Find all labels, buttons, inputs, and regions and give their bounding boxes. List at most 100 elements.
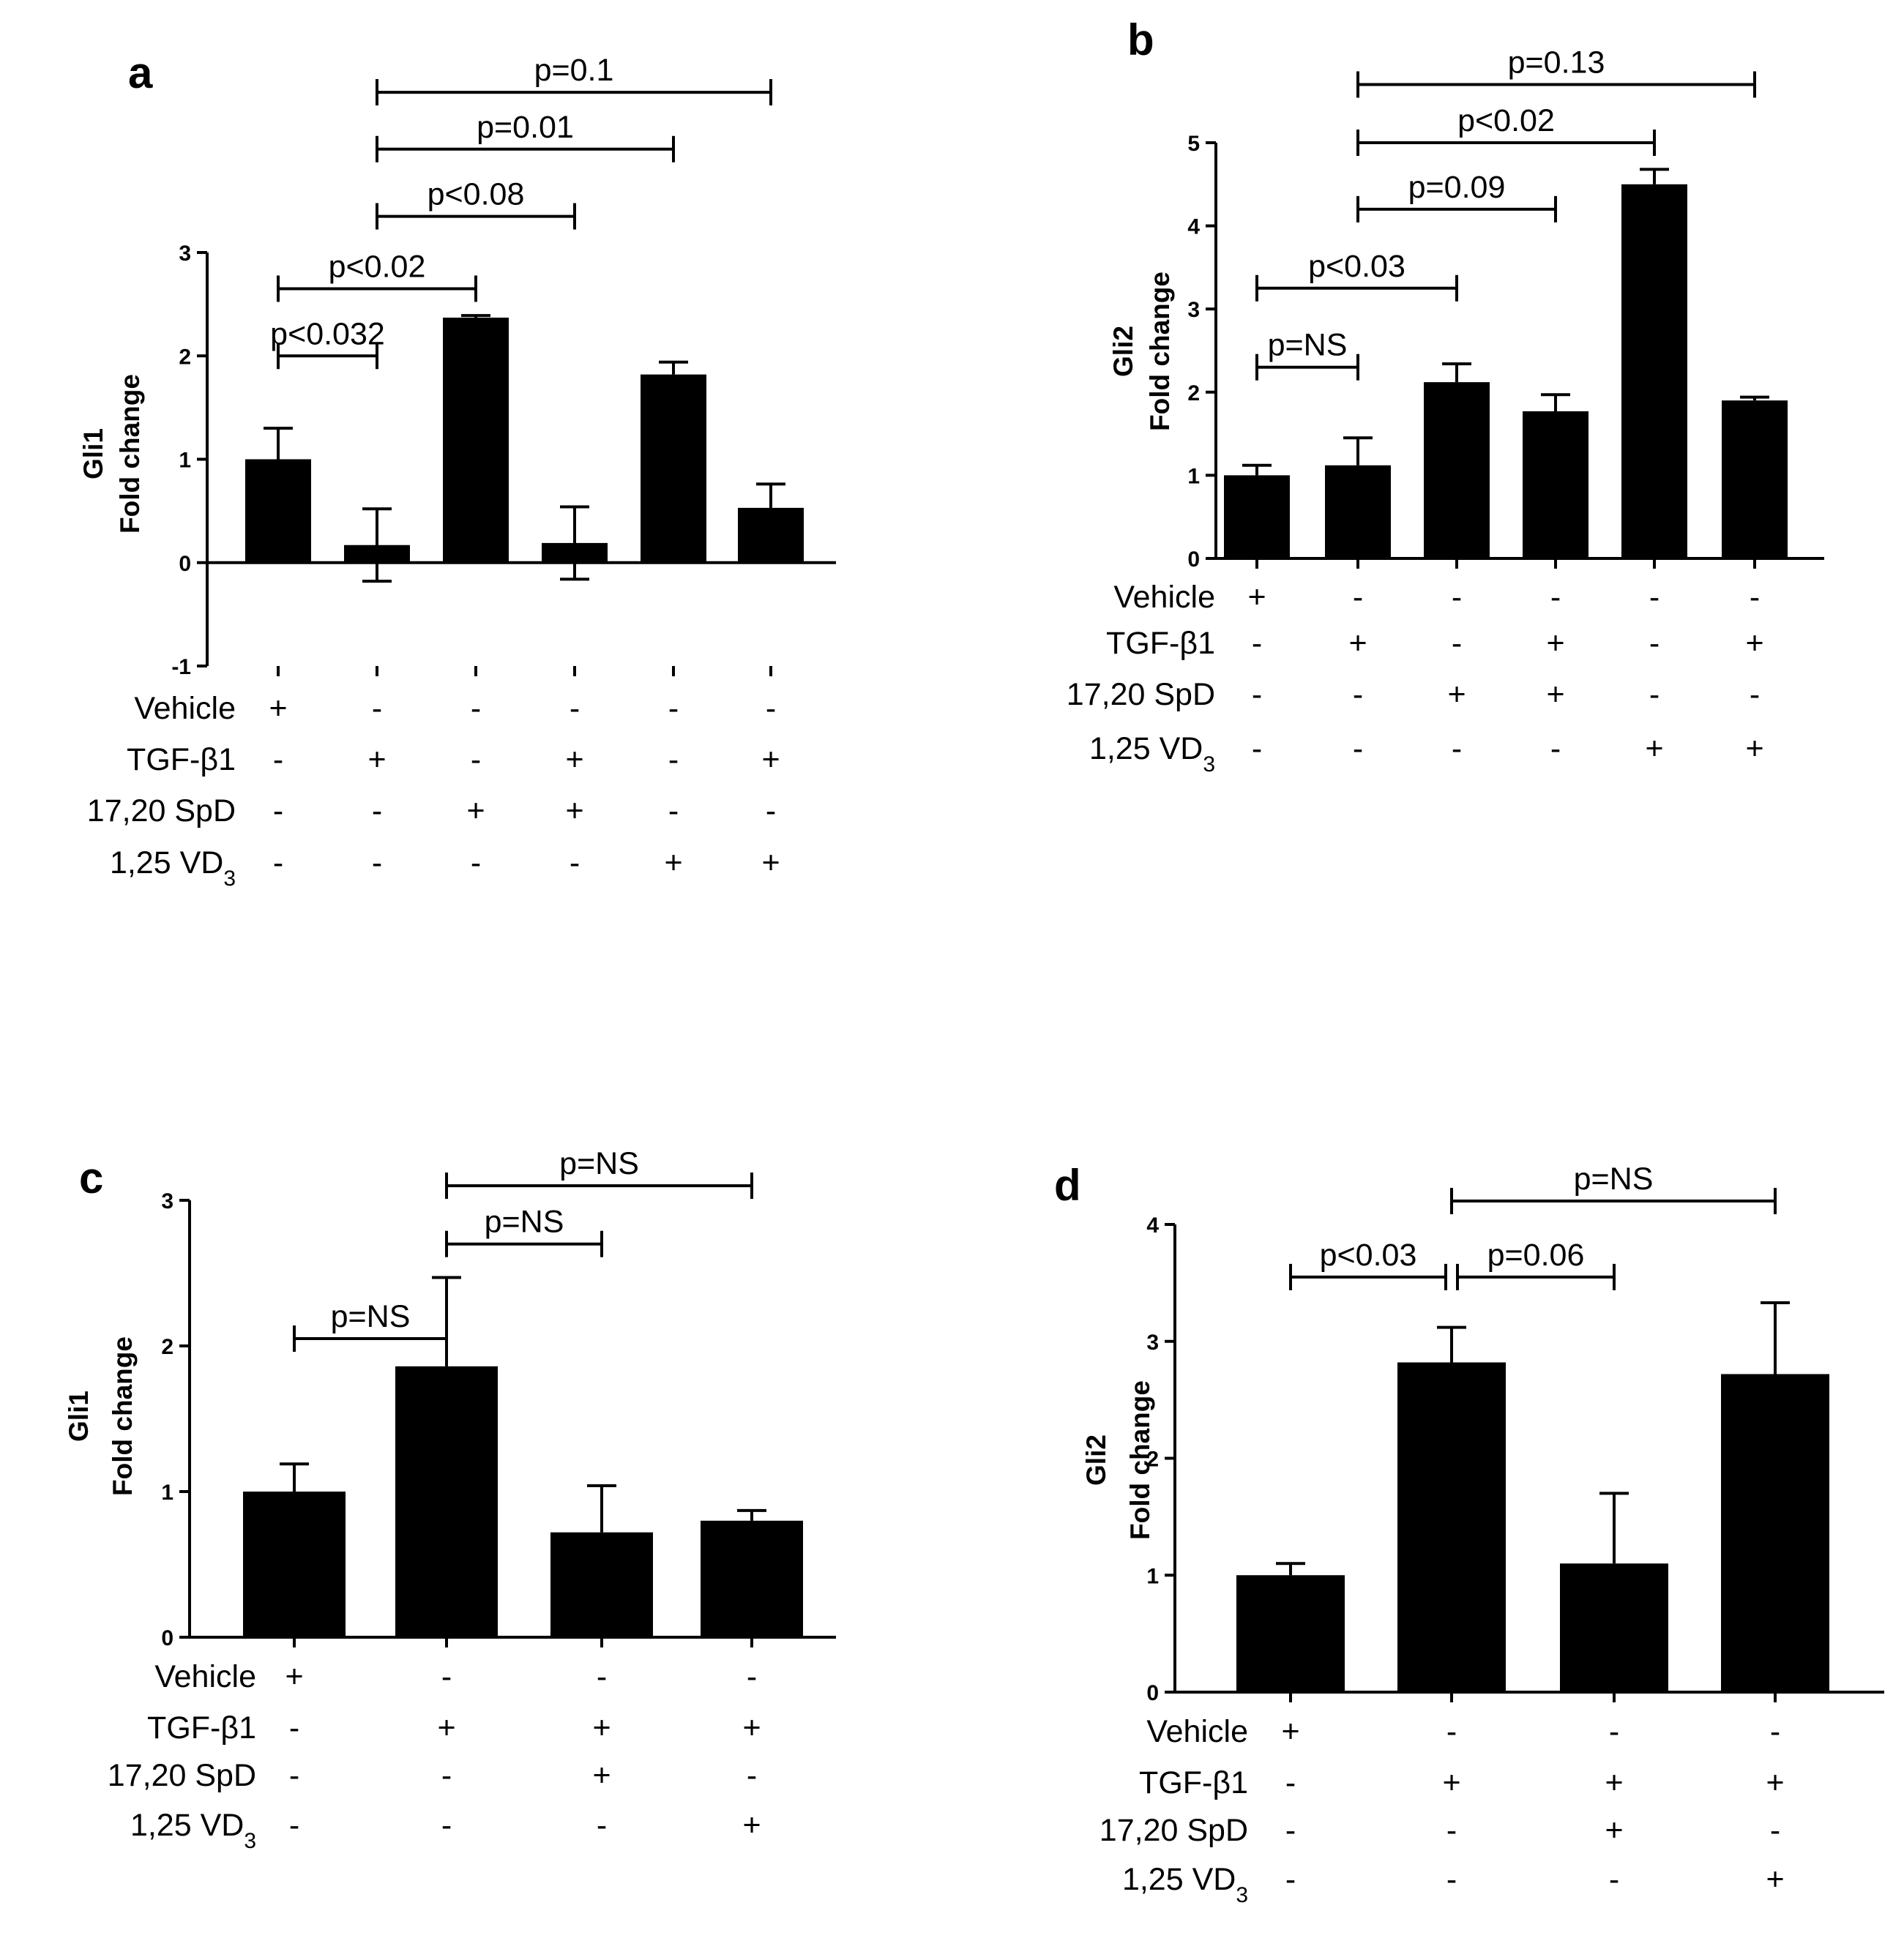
condition-name: Vehicle bbox=[154, 1659, 256, 1694]
panel-b: b 0 1 2 3 4 5 Gli2 Fold change p=NS p<0.03 p=0.09 p<… bbox=[1067, 15, 1824, 777]
panel-label: c bbox=[79, 1153, 103, 1202]
condition-mark: - bbox=[1446, 1813, 1457, 1848]
condition-mark: - bbox=[766, 691, 776, 726]
condition-mark: + bbox=[367, 742, 386, 777]
condition-mark: - bbox=[597, 1659, 607, 1694]
condition-name-subscript: 3 bbox=[1236, 1883, 1248, 1907]
condition-mark: + bbox=[1605, 1765, 1623, 1800]
condition-mark: - bbox=[668, 691, 679, 726]
condition-mark: - bbox=[441, 1758, 452, 1793]
condition-mark: + bbox=[565, 793, 583, 828]
condition-mark: - bbox=[1750, 580, 1760, 615]
condition-mark: + bbox=[1546, 677, 1564, 712]
p-value-label: p<0.08 bbox=[428, 177, 525, 212]
condition-mark: + bbox=[1348, 626, 1367, 661]
condition-mark: - bbox=[766, 793, 776, 828]
condition-mark: + bbox=[1247, 580, 1266, 615]
condition-mark: + bbox=[1546, 626, 1564, 661]
panel-d: d 0 1 2 3 4 Gli2 Fold change p<0.03 p=0.06 p=NS Veh… bbox=[1054, 1161, 1884, 1907]
y-axis-label: Fold change bbox=[115, 374, 145, 534]
condition-mark: - bbox=[747, 1659, 757, 1694]
condition-mark: + bbox=[761, 742, 780, 777]
y-tick-label: 3 bbox=[161, 1189, 173, 1213]
condition-mark: + bbox=[1605, 1813, 1623, 1848]
condition-mark: - bbox=[273, 793, 283, 828]
condition-mark: - bbox=[1750, 677, 1760, 712]
condition-mark: - bbox=[273, 742, 283, 777]
y-axis-label: Fold change bbox=[108, 1336, 138, 1496]
condition-mark: - bbox=[441, 1659, 452, 1694]
condition-mark: - bbox=[1452, 580, 1462, 615]
y-tick-label: 5 bbox=[1187, 132, 1200, 156]
bar bbox=[1621, 184, 1687, 559]
condition-mark: - bbox=[471, 845, 481, 880]
condition-mark: + bbox=[592, 1758, 611, 1793]
condition-mark: + bbox=[592, 1710, 611, 1746]
y-axis-gene-label: Gli1 bbox=[64, 1391, 94, 1442]
panel-label: d bbox=[1054, 1161, 1081, 1210]
y-tick-label: 3 bbox=[1187, 298, 1200, 322]
condition-mark: - bbox=[1353, 580, 1363, 615]
condition-mark: - bbox=[1649, 626, 1660, 661]
condition-mark: - bbox=[1649, 580, 1660, 615]
y-tick-label: 1 bbox=[161, 1481, 173, 1505]
bar bbox=[1424, 382, 1490, 558]
y-axis-label: Fold change bbox=[1125, 1380, 1155, 1540]
condition-mark: + bbox=[565, 742, 583, 777]
p-value-label: p<0.02 bbox=[329, 249, 426, 284]
y-tick-label: 4 bbox=[1146, 1213, 1159, 1238]
condition-mark: - bbox=[273, 845, 283, 880]
condition-name: 17,20 SpD bbox=[1067, 677, 1215, 712]
bar bbox=[701, 1520, 803, 1637]
y-axis-label: Fold change bbox=[1145, 272, 1175, 431]
condition-name: Vehicle bbox=[134, 691, 236, 726]
condition-mark: - bbox=[747, 1758, 757, 1793]
condition-mark: - bbox=[1770, 1813, 1780, 1848]
condition-mark: + bbox=[1745, 731, 1763, 766]
condition-mark: + bbox=[742, 1710, 761, 1746]
condition-mark: - bbox=[570, 691, 580, 726]
p-value-label: p=0.13 bbox=[1508, 45, 1605, 80]
bar bbox=[1236, 1575, 1345, 1692]
condition-mark: - bbox=[1285, 1862, 1296, 1897]
p-value-label: p<0.03 bbox=[1308, 249, 1405, 284]
condition-mark: - bbox=[289, 1758, 299, 1793]
condition-mark: - bbox=[372, 845, 382, 880]
panel-label: a bbox=[128, 48, 153, 97]
condition-mark: + bbox=[466, 793, 485, 828]
condition-mark: + bbox=[1442, 1765, 1460, 1800]
condition-mark: - bbox=[1452, 731, 1462, 766]
bar bbox=[243, 1492, 346, 1637]
p-value-label: p=NS bbox=[559, 1146, 639, 1181]
p-value-label: p=0.09 bbox=[1408, 170, 1506, 205]
p-value-label: p=NS bbox=[1268, 328, 1348, 363]
bar bbox=[550, 1532, 653, 1637]
condition-mark: - bbox=[1353, 677, 1363, 712]
condition-mark: - bbox=[1252, 731, 1262, 766]
p-value-label: p=NS bbox=[331, 1299, 411, 1334]
y-tick-label: 0 bbox=[1187, 547, 1200, 572]
condition-mark: - bbox=[289, 1808, 299, 1843]
condition-name: 1,25 VD3 bbox=[1089, 731, 1215, 777]
condition-name: TGF-β1 bbox=[1139, 1765, 1248, 1800]
condition-mark: - bbox=[1609, 1862, 1619, 1897]
bar bbox=[395, 1366, 498, 1637]
y-tick-label: 2 bbox=[161, 1335, 173, 1359]
condition-name-subscript: 3 bbox=[244, 1829, 256, 1853]
condition-mark: + bbox=[1281, 1714, 1299, 1749]
condition-mark: - bbox=[1446, 1862, 1457, 1897]
p-value-label: p<0.03 bbox=[1320, 1238, 1417, 1273]
condition-mark: - bbox=[372, 793, 382, 828]
condition-name: Vehicle bbox=[1113, 580, 1215, 615]
condition-mark: - bbox=[1550, 731, 1561, 766]
panel-c: c 0 1 2 3 Gli1 Fold change p=NS p=NS p=NS Vehicle +… bbox=[64, 1146, 836, 1853]
p-value-label: p=0.01 bbox=[477, 110, 574, 145]
bar bbox=[1325, 465, 1391, 558]
y-tick-label: 0 bbox=[161, 1626, 173, 1650]
condition-mark: - bbox=[597, 1808, 607, 1843]
condition-mark: - bbox=[1252, 626, 1262, 661]
y-tick-label: 0 bbox=[179, 552, 191, 576]
y-tick-label: 1 bbox=[179, 449, 191, 473]
bar bbox=[1224, 475, 1290, 558]
